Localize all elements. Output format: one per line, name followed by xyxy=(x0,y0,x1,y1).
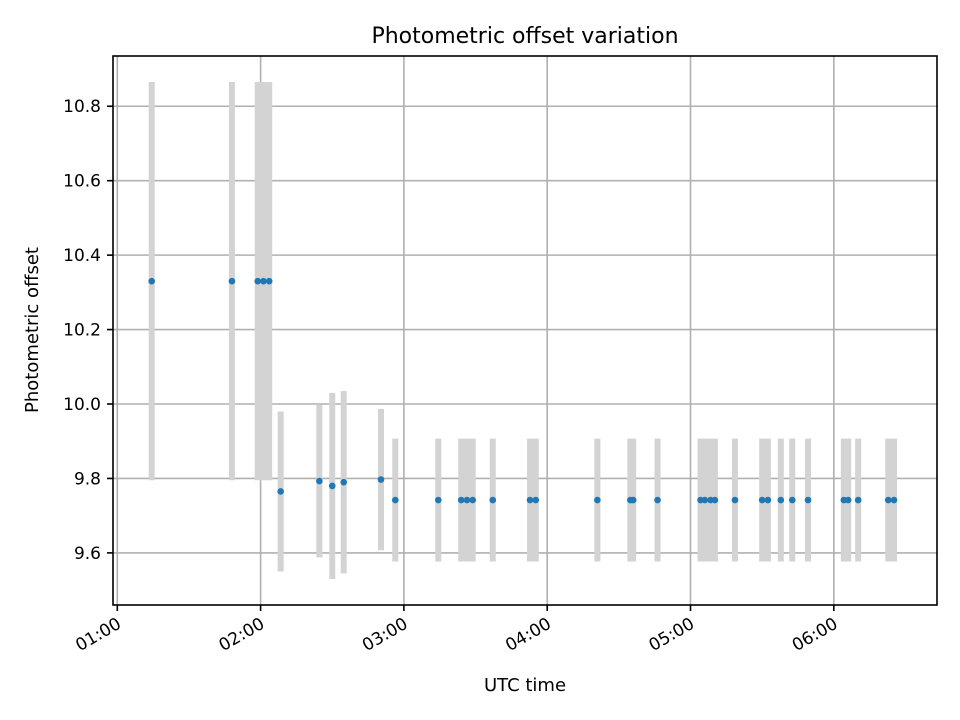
data-point xyxy=(277,488,284,495)
y-tick-label: 10.4 xyxy=(63,246,101,266)
data-point xyxy=(629,496,637,504)
x-tick-label: 05:00 xyxy=(646,614,698,656)
data-point xyxy=(340,478,348,486)
y-tick-label: 9.6 xyxy=(74,544,101,564)
data-point xyxy=(392,496,399,504)
data-point xyxy=(532,496,540,504)
data-point xyxy=(463,496,471,504)
data-point xyxy=(457,496,465,504)
data-point xyxy=(328,482,336,490)
data-point xyxy=(254,277,262,285)
y-tick-label: 9.8 xyxy=(74,469,101,489)
y-tick-label: 10.0 xyxy=(63,395,101,415)
data-point xyxy=(148,277,155,285)
data-point xyxy=(758,496,766,504)
data-point xyxy=(854,496,862,504)
chart-title: Photometric offset variation xyxy=(371,24,678,49)
y-tick-label: 10.6 xyxy=(63,172,101,192)
data-point xyxy=(804,496,812,504)
x-tick-label: 02:00 xyxy=(216,614,268,656)
y-tick-label: 10.8 xyxy=(63,97,101,117)
errorbar-layer xyxy=(148,82,898,579)
data-point xyxy=(788,496,796,504)
data-point xyxy=(594,496,601,504)
y-tick-label: 10.2 xyxy=(63,321,101,341)
y-axis-label: Photometric offset xyxy=(22,247,43,413)
point-layer xyxy=(148,277,898,504)
x-tick-label: 03:00 xyxy=(359,614,411,656)
data-point xyxy=(260,277,267,285)
data-point xyxy=(884,496,892,504)
data-point xyxy=(764,496,772,504)
data-point xyxy=(731,496,739,504)
data-point xyxy=(435,496,442,504)
data-point xyxy=(654,496,661,504)
data-point xyxy=(777,496,785,504)
x-tick-label: 04:00 xyxy=(502,614,554,656)
data-point xyxy=(701,496,709,504)
data-point xyxy=(526,496,534,504)
plot-frame xyxy=(112,55,938,606)
data-point xyxy=(377,476,385,483)
data-point xyxy=(469,496,476,504)
x-axis-label: UTC time xyxy=(484,675,566,696)
data-point xyxy=(228,277,236,285)
grid-layer xyxy=(113,56,937,605)
x-tick-label: 01:00 xyxy=(72,614,124,656)
data-point xyxy=(316,477,323,485)
data-point xyxy=(844,496,852,504)
x-tick-label: 06:00 xyxy=(789,614,841,656)
data-point xyxy=(489,496,497,504)
data-point xyxy=(711,496,719,504)
data-point xyxy=(265,277,273,285)
data-point xyxy=(890,496,898,504)
